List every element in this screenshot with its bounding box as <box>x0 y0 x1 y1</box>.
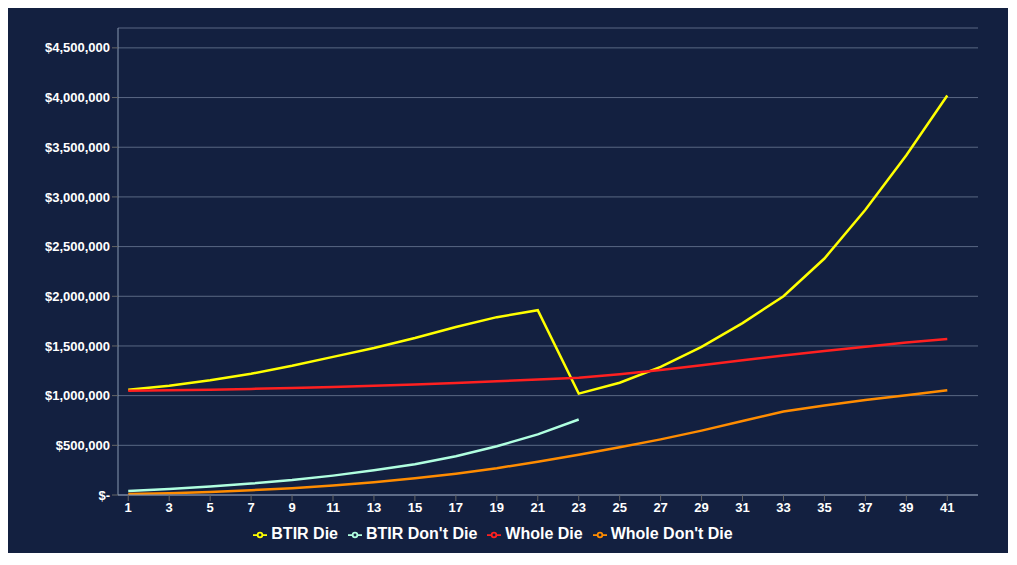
html-text:BTIR Die: BTIR Die <box>271 525 338 542</box>
svg-text:35: 35 <box>817 500 831 515</box>
svg-text:$4,500,000: $4,500,000 <box>45 40 110 55</box>
svg-text:11: 11 <box>326 500 340 515</box>
svg-text:$500,000: $500,000 <box>56 438 110 453</box>
svg-text:7: 7 <box>247 500 254 515</box>
svg-text:$2,000,000: $2,000,000 <box>45 289 110 304</box>
html-text:Whole Don't Die: Whole Don't Die <box>610 525 733 542</box>
svg-text:19: 19 <box>490 500 504 515</box>
svg-text:$1,500,000: $1,500,000 <box>45 339 110 354</box>
svg-text:25: 25 <box>612 500 626 515</box>
svg-text:$2,500,000: $2,500,000 <box>45 239 110 254</box>
html-text:BTIR Don't Die: BTIR Don't Die <box>366 525 478 542</box>
svg-text:$3,500,000: $3,500,000 <box>45 140 110 155</box>
svg-text:13: 13 <box>367 500 381 515</box>
svg-text:37: 37 <box>858 500 872 515</box>
html-text:Whole Die: Whole Die <box>505 525 583 542</box>
svg-text:$3,000,000: $3,000,000 <box>45 190 110 205</box>
svg-text:9: 9 <box>288 500 295 515</box>
svg-text:31: 31 <box>735 500 749 515</box>
svg-text:33: 33 <box>776 500 790 515</box>
svg-text:5: 5 <box>207 500 214 515</box>
svg-text:39: 39 <box>899 500 913 515</box>
svg-text:3: 3 <box>166 500 173 515</box>
svg-text:15: 15 <box>408 500 422 515</box>
svg-text:21: 21 <box>531 500 545 515</box>
svg-text:27: 27 <box>653 500 667 515</box>
svg-text:23: 23 <box>571 500 585 515</box>
svg-text:41: 41 <box>940 500 954 515</box>
svg-text:$1,000,000: $1,000,000 <box>45 388 110 403</box>
svg-text:1: 1 <box>125 500 132 515</box>
svg-text:17: 17 <box>449 500 463 515</box>
svg-text:29: 29 <box>694 500 708 515</box>
svg-text:$-: $- <box>98 488 110 503</box>
svg-text:$4,000,000: $4,000,000 <box>45 90 110 105</box>
